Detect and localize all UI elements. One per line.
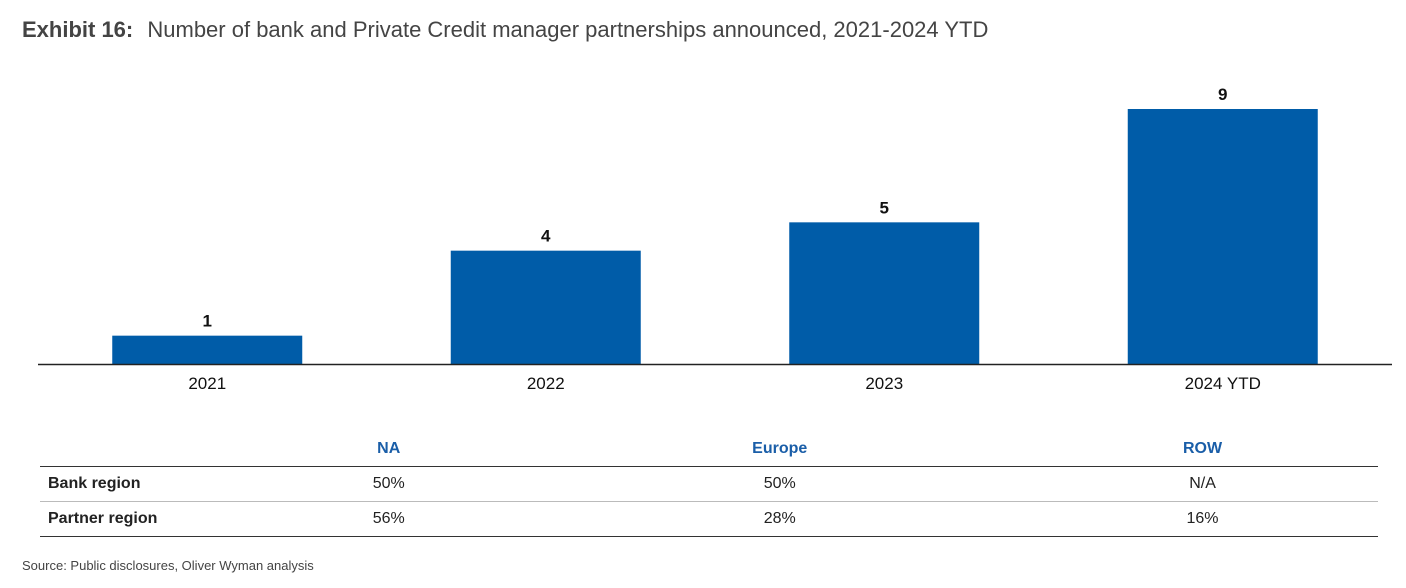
data-label: 1 (203, 312, 212, 331)
x-tick-label: 2022 (527, 374, 565, 393)
data-label: 5 (880, 198, 889, 217)
table-header-row: NA Europe ROW (40, 432, 1378, 467)
table-row: Partner region 56% 28% 16% (40, 502, 1378, 537)
row-label-partner-region: Partner region (48, 510, 158, 527)
data-label: 4 (541, 227, 551, 246)
bar-2022 (450, 250, 641, 364)
chart-title: Exhibit 16: Number of bank and Private C… (22, 17, 988, 43)
region-table: NA Europe ROW Bank region 50% 50% N/A Pa… (40, 432, 1378, 537)
x-tick-label: 2023 (865, 374, 903, 393)
bar-chart: 1 2021 4 2022 5 2023 9 2024 YTD (38, 85, 1392, 393)
table-header-europe: Europe (752, 440, 808, 457)
table-cell: 50% (763, 475, 796, 492)
row-label-bank-region: Bank region (48, 475, 141, 492)
bar-2023 (789, 222, 980, 364)
table-cell: N/A (1189, 475, 1216, 492)
x-tick-label: 2024 YTD (1185, 374, 1261, 393)
table-cell: 56% (372, 510, 405, 527)
table-row: Bank region 50% 50% N/A (40, 467, 1378, 502)
data-label: 9 (1218, 85, 1227, 104)
bar-2021 (112, 335, 303, 364)
source-note: Source: Public disclosures, Oliver Wyman… (22, 558, 314, 573)
table-cell: 28% (763, 510, 796, 527)
exhibit-label: Exhibit 16: (22, 17, 134, 42)
table-header-na: NA (377, 440, 401, 457)
table-header-row-region: ROW (1182, 440, 1223, 457)
table-cell: 16% (1186, 510, 1219, 527)
chart-title-text: Number of bank and Private Credit manage… (147, 17, 989, 42)
table-header-blank (40, 432, 245, 467)
x-tick-label: 2021 (188, 374, 226, 393)
bar-2024-ytd (1127, 109, 1318, 364)
table-cell: 50% (372, 475, 405, 492)
